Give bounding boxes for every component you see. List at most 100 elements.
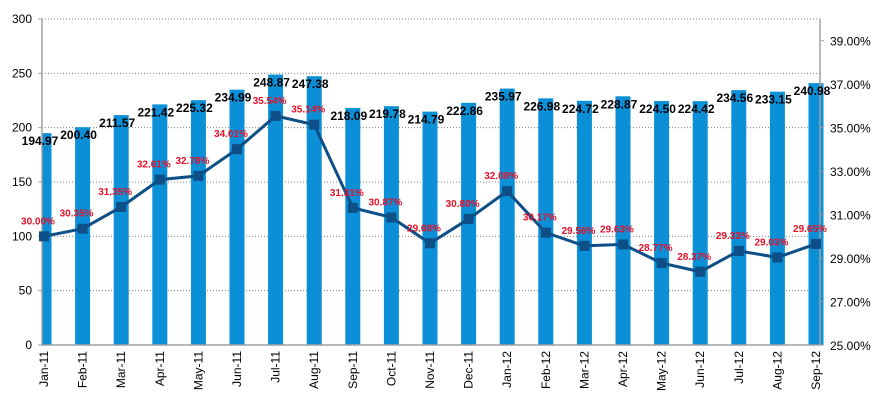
x-axis-tick-label: Sep-12 <box>809 351 823 390</box>
bar <box>538 98 554 346</box>
x-axis-tick-label: Aug-12 <box>770 351 784 390</box>
bar <box>306 76 322 346</box>
line-marker <box>193 170 204 181</box>
x-axis-tick-label: Dec-11 <box>462 351 476 389</box>
bar <box>75 127 91 346</box>
percent-label: 29.56% <box>561 226 595 237</box>
x-axis-tick-label: Jun-12 <box>693 351 707 388</box>
left-axis-tick-label: 0 <box>25 338 32 352</box>
percent-label: 28.77% <box>639 243 673 254</box>
right-axis-tick-label: 29.00% <box>830 252 871 266</box>
bar-value-label: 234.99 <box>215 91 252 105</box>
bar <box>268 74 284 345</box>
bar <box>576 100 592 346</box>
line-marker <box>309 119 320 130</box>
line-marker <box>772 252 783 263</box>
line-marker <box>656 258 667 269</box>
x-axis-tick-label: Oct-11 <box>384 351 398 386</box>
bar-value-label: 234.56 <box>716 91 753 105</box>
bar-value-label: 248.87 <box>253 76 290 90</box>
line-marker <box>270 110 281 121</box>
axes <box>38 18 824 346</box>
bar-value-label: 247.38 <box>292 77 329 91</box>
line-marker <box>232 144 242 155</box>
line-marker <box>154 174 165 185</box>
bar-value-label: 214.79 <box>408 113 445 127</box>
gridlines <box>42 18 820 292</box>
x-axis-tick-label: Jul-12 <box>732 351 746 384</box>
percent-label: 31.35% <box>98 187 132 198</box>
line-marker <box>618 239 628 250</box>
bar-value-label: 228.87 <box>601 97 638 111</box>
x-axis-tick-label: Apr-11 <box>153 351 167 386</box>
bar <box>769 91 785 345</box>
bar-value-label: 235.97 <box>485 90 522 104</box>
x-axis-tick-label: May-12 <box>655 351 669 391</box>
percent-label: 31.31% <box>330 188 364 199</box>
left-axis-tick-label: 200 <box>12 121 32 135</box>
bar-series <box>42 74 824 346</box>
percent-label: 29.68% <box>407 223 441 234</box>
line-marker <box>811 238 821 249</box>
x-axis-tick-label: Aug-11 <box>307 351 321 389</box>
left-axis-tick-label: 150 <box>12 175 32 189</box>
bar <box>422 111 438 345</box>
bar-value-label: 211.57 <box>99 116 135 130</box>
percent-label: 30.00% <box>21 216 55 227</box>
left-axis-tick-label: 50 <box>19 284 33 298</box>
x-axis-tick-label: Jul-11 <box>269 351 283 383</box>
percent-label: 32.61% <box>137 160 171 171</box>
bar <box>152 104 168 346</box>
percent-label: 30.35% <box>60 209 94 220</box>
line-marker <box>733 245 744 256</box>
x-axis-tick-label: Apr-12 <box>616 351 630 387</box>
percent-label: 28.37% <box>677 252 711 263</box>
right-axis-tick-label: 27.00% <box>830 296 871 310</box>
line-series <box>39 110 821 277</box>
percent-label: 35.14% <box>291 105 325 116</box>
right-axis-tick-label: 35.00% <box>830 122 871 136</box>
line-marker <box>116 201 127 212</box>
line-marker <box>386 212 397 223</box>
tick-labels: 0 50 100 150 200 250 300 25.00% 27.00% 29.00% 31.0… <box>12 12 871 391</box>
percent-label: 29.33% <box>716 231 750 242</box>
line-marker <box>77 223 88 234</box>
line-marker <box>695 266 706 277</box>
x-axis-tick-label: Mar-11 <box>114 351 128 388</box>
right-axis-tick-label: 31.00% <box>830 209 871 223</box>
percent-label: 34.01% <box>214 129 248 140</box>
bar-value-label: 233.15 <box>755 93 792 107</box>
percent-label: 30.87% <box>368 197 402 208</box>
left-axis-tick-label: 250 <box>12 66 32 80</box>
bar-value-label: 224.72 <box>562 102 599 116</box>
x-axis-tick-label: Jun-11 <box>230 351 244 387</box>
x-axis-tick-label: Sep-11 <box>346 351 360 389</box>
bar-value-label: 219.78 <box>369 107 406 121</box>
x-axis-tick-label: Jan-11 <box>37 351 51 387</box>
percent-label: 30.80% <box>446 199 480 210</box>
line-marker <box>347 202 358 213</box>
x-axis-tick-label: May-11 <box>191 351 205 390</box>
line-marker <box>502 186 513 197</box>
x-axis-tick-label: Jan-12 <box>500 351 514 388</box>
line-marker <box>579 240 590 251</box>
bar-value-label: 221.42 <box>137 105 174 119</box>
right-axis-tick-label: 37.00% <box>830 78 871 92</box>
percent-label: 30.17% <box>523 213 557 224</box>
line-marker <box>425 238 435 249</box>
bar <box>654 101 670 345</box>
bar <box>499 88 515 345</box>
bar-value-label: 222.86 <box>446 104 483 118</box>
right-axis-tick-label: 25.00% <box>830 339 871 353</box>
percent-label: 32.78% <box>175 156 209 167</box>
left-axis-tick-label: 100 <box>12 229 32 243</box>
bar-value-label: 226.98 <box>523 99 560 113</box>
bar-value-label: 240.98 <box>794 84 831 98</box>
bar-value-label: 200.40 <box>60 128 97 142</box>
percent-label: 29.65% <box>793 224 827 235</box>
bar <box>808 83 824 345</box>
right-axis-tick-label: 33.00% <box>830 165 871 179</box>
bar <box>190 100 206 345</box>
